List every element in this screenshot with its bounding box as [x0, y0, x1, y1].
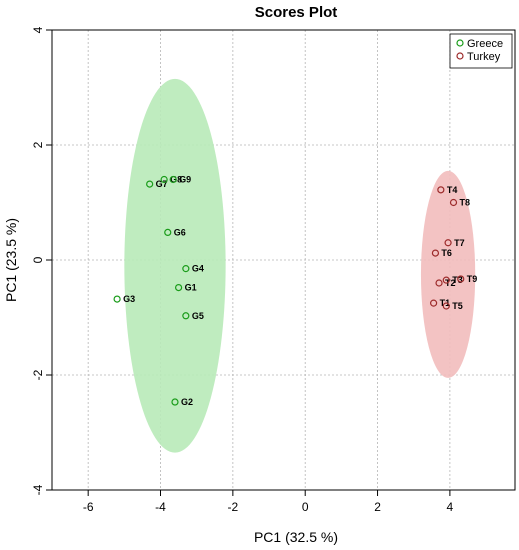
point-label-g1: G1	[185, 283, 197, 293]
point-label-t8: T8	[460, 198, 471, 208]
y-tick-label: -4	[31, 484, 45, 495]
point-t4	[437, 186, 445, 194]
x-tick-label: 0	[302, 500, 309, 514]
point-label-g5: G5	[192, 311, 204, 321]
y-tick-label: 0	[31, 256, 45, 263]
point-label-g3: G3	[123, 294, 135, 304]
point-g4	[182, 265, 190, 273]
point-g5	[182, 312, 190, 320]
point-g7	[146, 180, 154, 188]
chart-title: Scores Plot	[255, 4, 338, 21]
x-tick-label: -4	[155, 500, 166, 514]
legend-marker-greece	[456, 39, 464, 47]
point-g8	[160, 175, 168, 184]
legend-marker-turkey	[456, 52, 464, 60]
confidence-ellipses	[124, 78, 476, 453]
point-g9	[169, 175, 177, 184]
x-tick-label: -6	[83, 500, 94, 514]
point-label-g4: G4	[192, 264, 204, 274]
point-g2	[171, 398, 179, 406]
point-label-g6: G6	[174, 227, 186, 237]
point-label-t5: T5	[452, 301, 463, 311]
point-label-t9: T9	[467, 274, 478, 284]
point-t2	[435, 279, 443, 287]
x-tick-label: -2	[228, 500, 239, 514]
y-tick-label: -2	[31, 369, 45, 380]
point-label-t6: T6	[441, 248, 452, 258]
point-g1	[175, 284, 183, 292]
point-t1	[430, 299, 438, 307]
point-label-t2: T2	[445, 278, 456, 288]
x-tick-label: 4	[447, 500, 454, 514]
point-label-t7: T7	[454, 238, 465, 248]
x-axis-label: PC1 (32.5 %)	[254, 529, 338, 545]
point-t9	[457, 275, 465, 283]
x-tick-label: 2	[374, 500, 381, 514]
legend-entry-greece: Greece	[467, 38, 503, 50]
point-t3	[442, 276, 450, 284]
point-t7	[444, 239, 452, 247]
point-t6	[431, 249, 440, 257]
point-label-g2: G2	[181, 397, 193, 407]
ellipse-turkey	[420, 170, 476, 378]
legend-entry-turkey: Turkey	[467, 51, 501, 63]
point-t5	[442, 302, 450, 310]
point-g3	[113, 295, 121, 303]
ellipse-greece	[124, 78, 226, 453]
y-tick-label: 4	[31, 26, 45, 33]
point-g6	[164, 228, 172, 236]
point-label-g9: G9	[179, 175, 191, 185]
point-t8	[449, 198, 458, 207]
y-axis-label: PC1 (23.5 %)	[3, 218, 19, 302]
y-tick-label: 2	[31, 141, 45, 148]
x-axis-ticks: -6 -4 -2 0 2 4	[83, 490, 454, 514]
y-axis-ticks: -4 -2 0 2 4	[31, 26, 52, 495]
point-label-t4: T4	[447, 185, 458, 195]
point-label-g7: G7	[156, 179, 168, 189]
